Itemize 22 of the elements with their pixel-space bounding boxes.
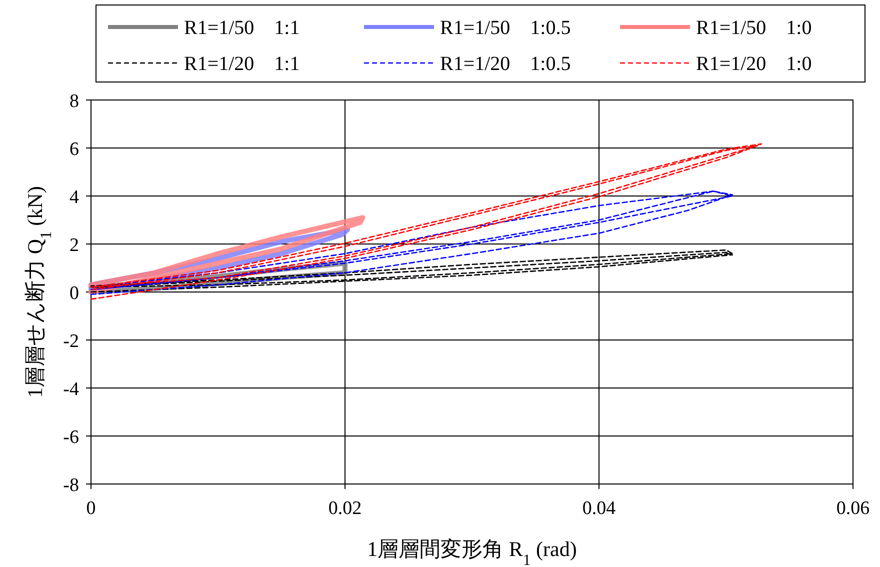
y-tick-label: -8: [63, 475, 79, 496]
y-tick-label: -6: [63, 427, 79, 448]
legend-label: R1=1/20 1:1: [184, 53, 300, 75]
y-tick-label: 6: [70, 139, 79, 160]
x-axis-title: 1層層間変形角 R$_{1}$ (rad): [367, 537, 577, 567]
x-tick-label: 0.06: [836, 498, 870, 519]
legend-label: R1=1/20 1:0: [696, 53, 812, 75]
y-tick-label: 0: [70, 283, 79, 304]
y-tick-label: -2: [63, 331, 79, 352]
legend-label: R1=1/50 1:0.5: [440, 17, 571, 39]
y-tick-label: 2: [70, 235, 79, 256]
legend-label: R1=1/20 1:0.5: [440, 53, 571, 75]
y-tick-label: -4: [63, 379, 80, 400]
x-tick-label: 0: [86, 498, 96, 519]
legend-label: R1=1/50 1:1: [184, 17, 300, 39]
x-tick-label: 0.02: [328, 498, 362, 519]
line-series: [90, 190, 733, 296]
y-tick-label: 4: [70, 187, 80, 208]
x-tick-label: 0.04: [582, 498, 616, 519]
line-series: [90, 143, 762, 300]
y-tick-label: 8: [70, 91, 79, 112]
legend-label: R1=1/50 1:0: [696, 17, 812, 39]
